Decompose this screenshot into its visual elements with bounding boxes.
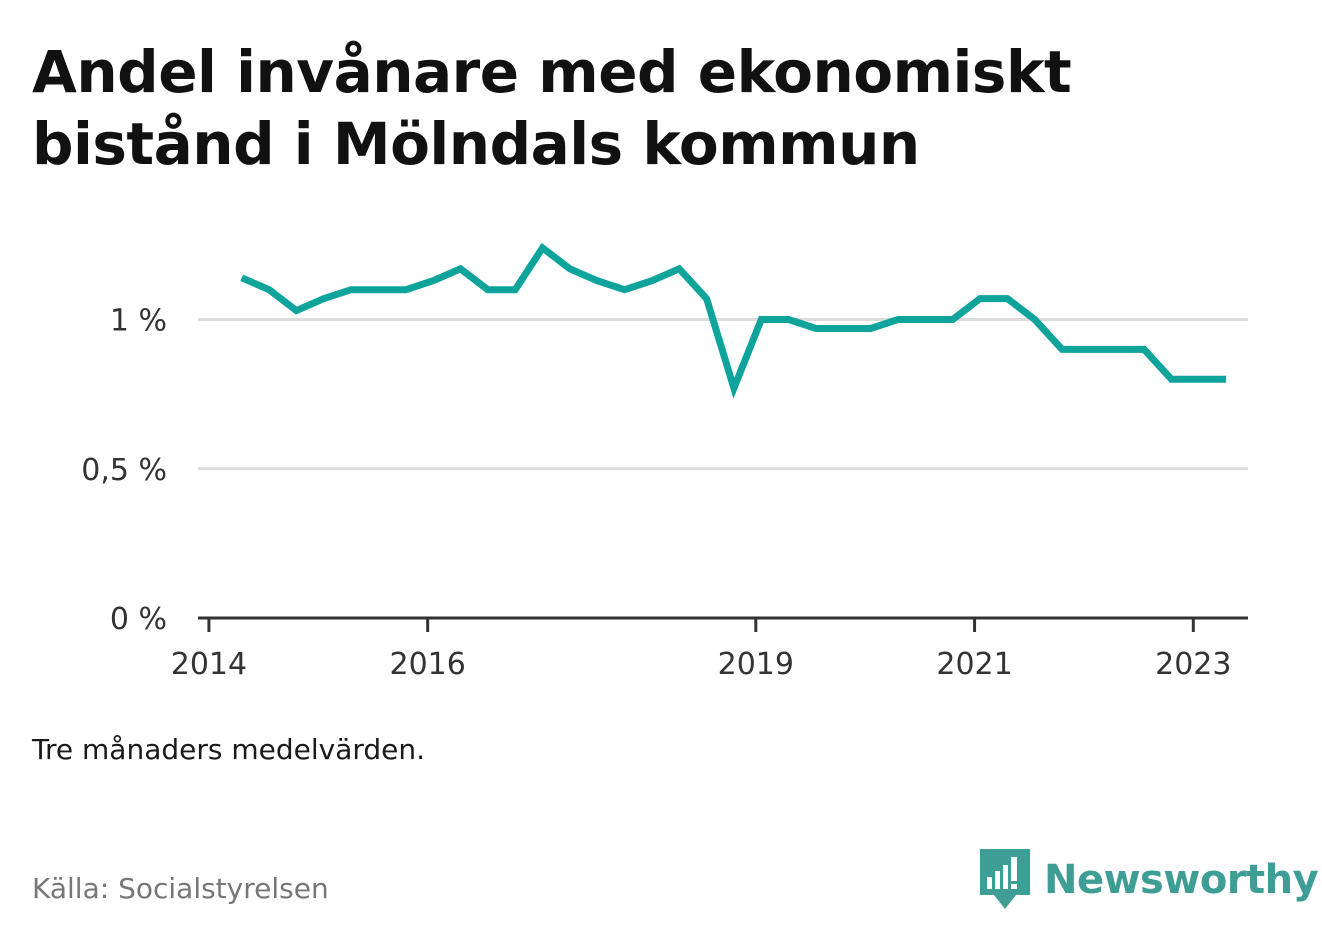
- data-point: [594, 278, 600, 284]
- data-point: [567, 266, 573, 272]
- y-tick-label: 0 %: [110, 602, 167, 637]
- x-tick-label: 2019: [718, 647, 794, 682]
- brand-logo[interactable]: Newsworthy: [980, 848, 1319, 912]
- data-point: [676, 266, 682, 272]
- data-point: [1004, 296, 1010, 302]
- x-tick-label: 2016: [390, 647, 466, 682]
- data-point: [840, 326, 846, 332]
- data-point: [1086, 346, 1092, 352]
- data-point: [704, 296, 710, 302]
- data-point: [1141, 346, 1147, 352]
- x-tick-label: 2014: [171, 647, 247, 682]
- x-axis: 0 % 0,5 % 1 % 2014 2016 2019 2021 2023: [81, 304, 1248, 682]
- data-point: [758, 317, 764, 323]
- data-point: [430, 278, 436, 284]
- y-tick-label: 1 %: [110, 304, 167, 339]
- data-point: [376, 287, 382, 293]
- data-point: [485, 287, 491, 293]
- data-point: [786, 317, 792, 323]
- data-point: [512, 287, 518, 293]
- brand-name: Newsworthy: [1044, 857, 1319, 903]
- y-tick-label: 0,5 %: [81, 453, 167, 488]
- source-text: Källa: Socialstyrelsen: [32, 872, 329, 905]
- data-point: [868, 326, 874, 332]
- data-point: [922, 317, 928, 323]
- data-point: [266, 287, 272, 293]
- data-point: [1196, 376, 1202, 382]
- data-point: [977, 296, 983, 302]
- data-point: [813, 326, 819, 332]
- data-point: [540, 245, 546, 251]
- data-point: [403, 287, 409, 293]
- data-point: [239, 275, 245, 281]
- series-line: [240, 242, 1227, 399]
- data-point: [895, 317, 901, 323]
- x-tick-label: 2021: [936, 647, 1012, 682]
- chart-note: Tre månaders medelvärden.: [32, 733, 426, 766]
- data-point: [458, 266, 464, 272]
- x-tick-label: 2023: [1155, 647, 1231, 682]
- data-point: [1168, 376, 1174, 382]
- data-point: [1114, 346, 1120, 352]
- data-point: [321, 296, 327, 302]
- data-point: [731, 385, 737, 391]
- data-point: [293, 308, 299, 314]
- data-point: [348, 287, 354, 293]
- data-point: [1059, 346, 1065, 352]
- newsworthy-logo-icon: [980, 849, 1030, 909]
- data-point: [950, 317, 956, 323]
- data-point: [1223, 376, 1229, 382]
- gridlines: [198, 318, 1248, 471]
- data-point: [622, 287, 628, 293]
- data-point: [1032, 317, 1038, 323]
- chart-title: Andel invånare med ekonomiskt bistånd i …: [32, 38, 1072, 178]
- data-series: [239, 242, 1229, 399]
- data-point: [649, 278, 655, 284]
